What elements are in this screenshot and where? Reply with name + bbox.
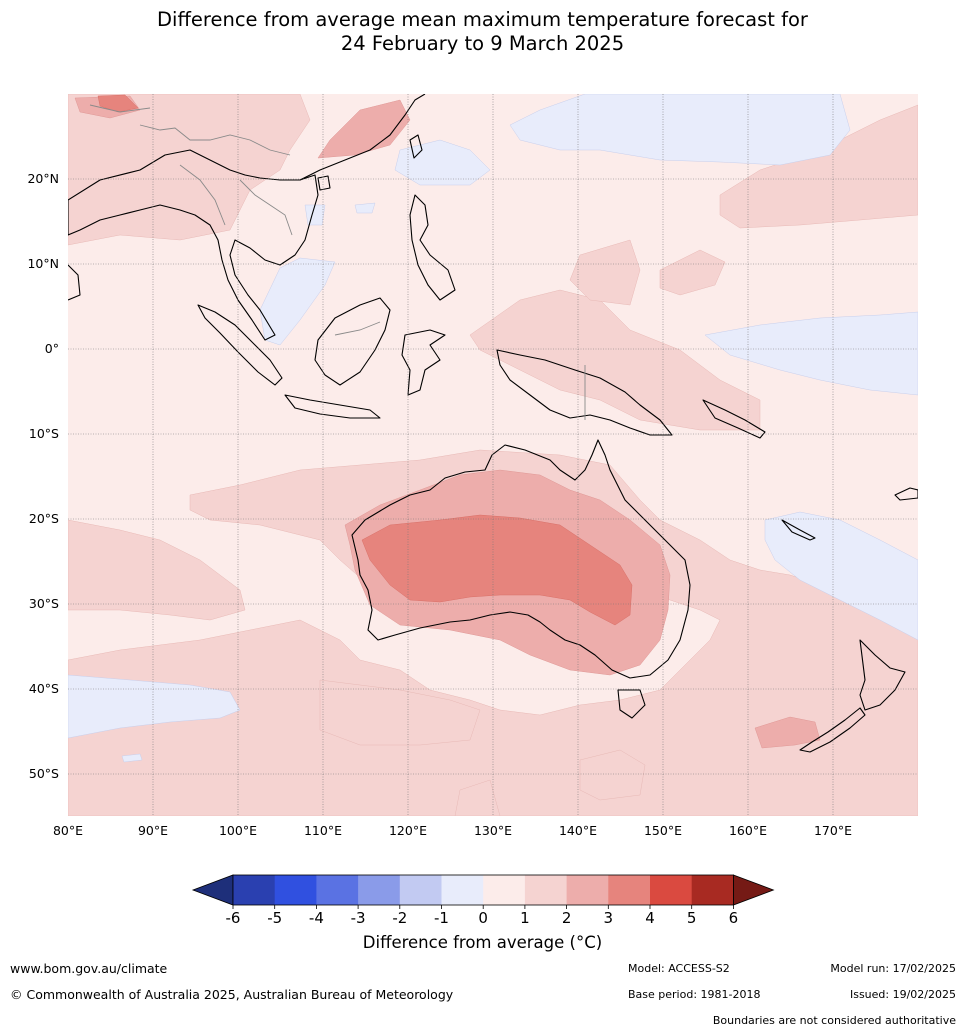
map-title-line1: Difference from average mean maximum tem… (157, 8, 808, 31)
anomaly-fill-1-2 (68, 94, 918, 816)
colorbar-segment (316, 875, 359, 905)
country-boundaries (89, 104, 586, 420)
lat-label: 10°S (29, 426, 59, 441)
website-link[interactable]: www.bom.gov.au/climate (10, 961, 168, 976)
colorbar-tick-label: 4 (645, 909, 655, 927)
map-title-line2: 24 February to 9 March 2025 (340, 32, 625, 55)
colorbar-tick-label: 0 (478, 909, 488, 927)
coastlines (68, 94, 918, 753)
issued-text: Issued: 19/02/2025 (849, 988, 956, 1001)
colorbar-segment (608, 875, 651, 905)
lat-label: 20°S (29, 511, 59, 526)
colorbar-tick-label: -5 (267, 909, 282, 927)
lat-label: 50°S (29, 766, 59, 781)
colorbar-tick-label: -6 (226, 909, 241, 927)
lon-label: 80°E (53, 823, 83, 838)
map-title: Difference from average mean maximum tem… (0, 8, 965, 56)
lon-label: 140°E (559, 823, 597, 838)
lat-label: 30°S (29, 596, 59, 611)
colorbar-segment (358, 875, 401, 905)
lon-label: 120°E (389, 823, 427, 838)
colorbar-segment (399, 875, 442, 905)
lon-label: 160°E (729, 823, 767, 838)
latitude-labels: 20°N 10°N 0° 10°S 20°S 30°S 40°S 50°S (27, 171, 59, 781)
colorbar-segment (483, 875, 526, 905)
model-run-text: Model run: 17/02/2025 (830, 962, 956, 975)
colorbar: -6 -5 -4 -3 -2 -1 0 1 2 3 4 5 6 (191, 874, 775, 927)
lon-label: 130°E (474, 823, 512, 838)
anomaly-fill-neg1-0 (68, 94, 918, 763)
lat-label: 20°N (27, 171, 59, 186)
lat-label: 40°S (29, 681, 59, 696)
lon-label: 170°E (814, 823, 852, 838)
colorbar-tick-label: -1 (434, 909, 449, 927)
colorbar-segment (233, 875, 276, 905)
colorbar-tick-label: -2 (392, 909, 407, 927)
anomaly-fill-3-4 (97, 94, 633, 626)
colorbar-segment (441, 875, 484, 905)
lon-label: 90°E (138, 823, 168, 838)
colorbar-segment (274, 875, 317, 905)
disclaimer-text: Boundaries are not considered authoritat… (712, 1014, 956, 1027)
colorbar-tick-label: 5 (687, 909, 697, 927)
colorbar-tick-label: -3 (351, 909, 366, 927)
colorbar-tick-label: 6 (729, 909, 739, 927)
colorbar-title: Difference from average (°C) (362, 933, 603, 952)
colorbar-segment (691, 875, 734, 905)
lat-label: 10°N (27, 256, 59, 271)
colorbar-segment (566, 875, 609, 905)
lon-label: 100°E (219, 823, 257, 838)
lat-label: 0° (45, 341, 59, 356)
copyright-text: © Commonwealth of Australia 2025, Austra… (10, 987, 454, 1002)
graticule (68, 94, 918, 816)
colorbar-segment (524, 875, 568, 905)
colorbar-extend-high (733, 874, 775, 906)
model-text: Model: ACCESS-S2 (628, 962, 730, 975)
lon-label: 150°E (644, 823, 682, 838)
map-canvas (68, 94, 918, 816)
longitude-labels: 80°E 90°E 100°E 110°E 120°E 130°E 140°E … (53, 823, 852, 838)
lon-label: 110°E (304, 823, 342, 838)
colorbar-tick-label: -4 (309, 909, 324, 927)
colorbar-tick-label: 2 (562, 909, 572, 927)
colorbar-segment (650, 875, 693, 905)
base-period-text: Base period: 1981-2018 (628, 988, 761, 1001)
colorbar-extend-low (191, 874, 234, 906)
colorbar-tick-label: 3 (604, 909, 614, 927)
colorbar-tick-label: 1 (520, 909, 530, 927)
